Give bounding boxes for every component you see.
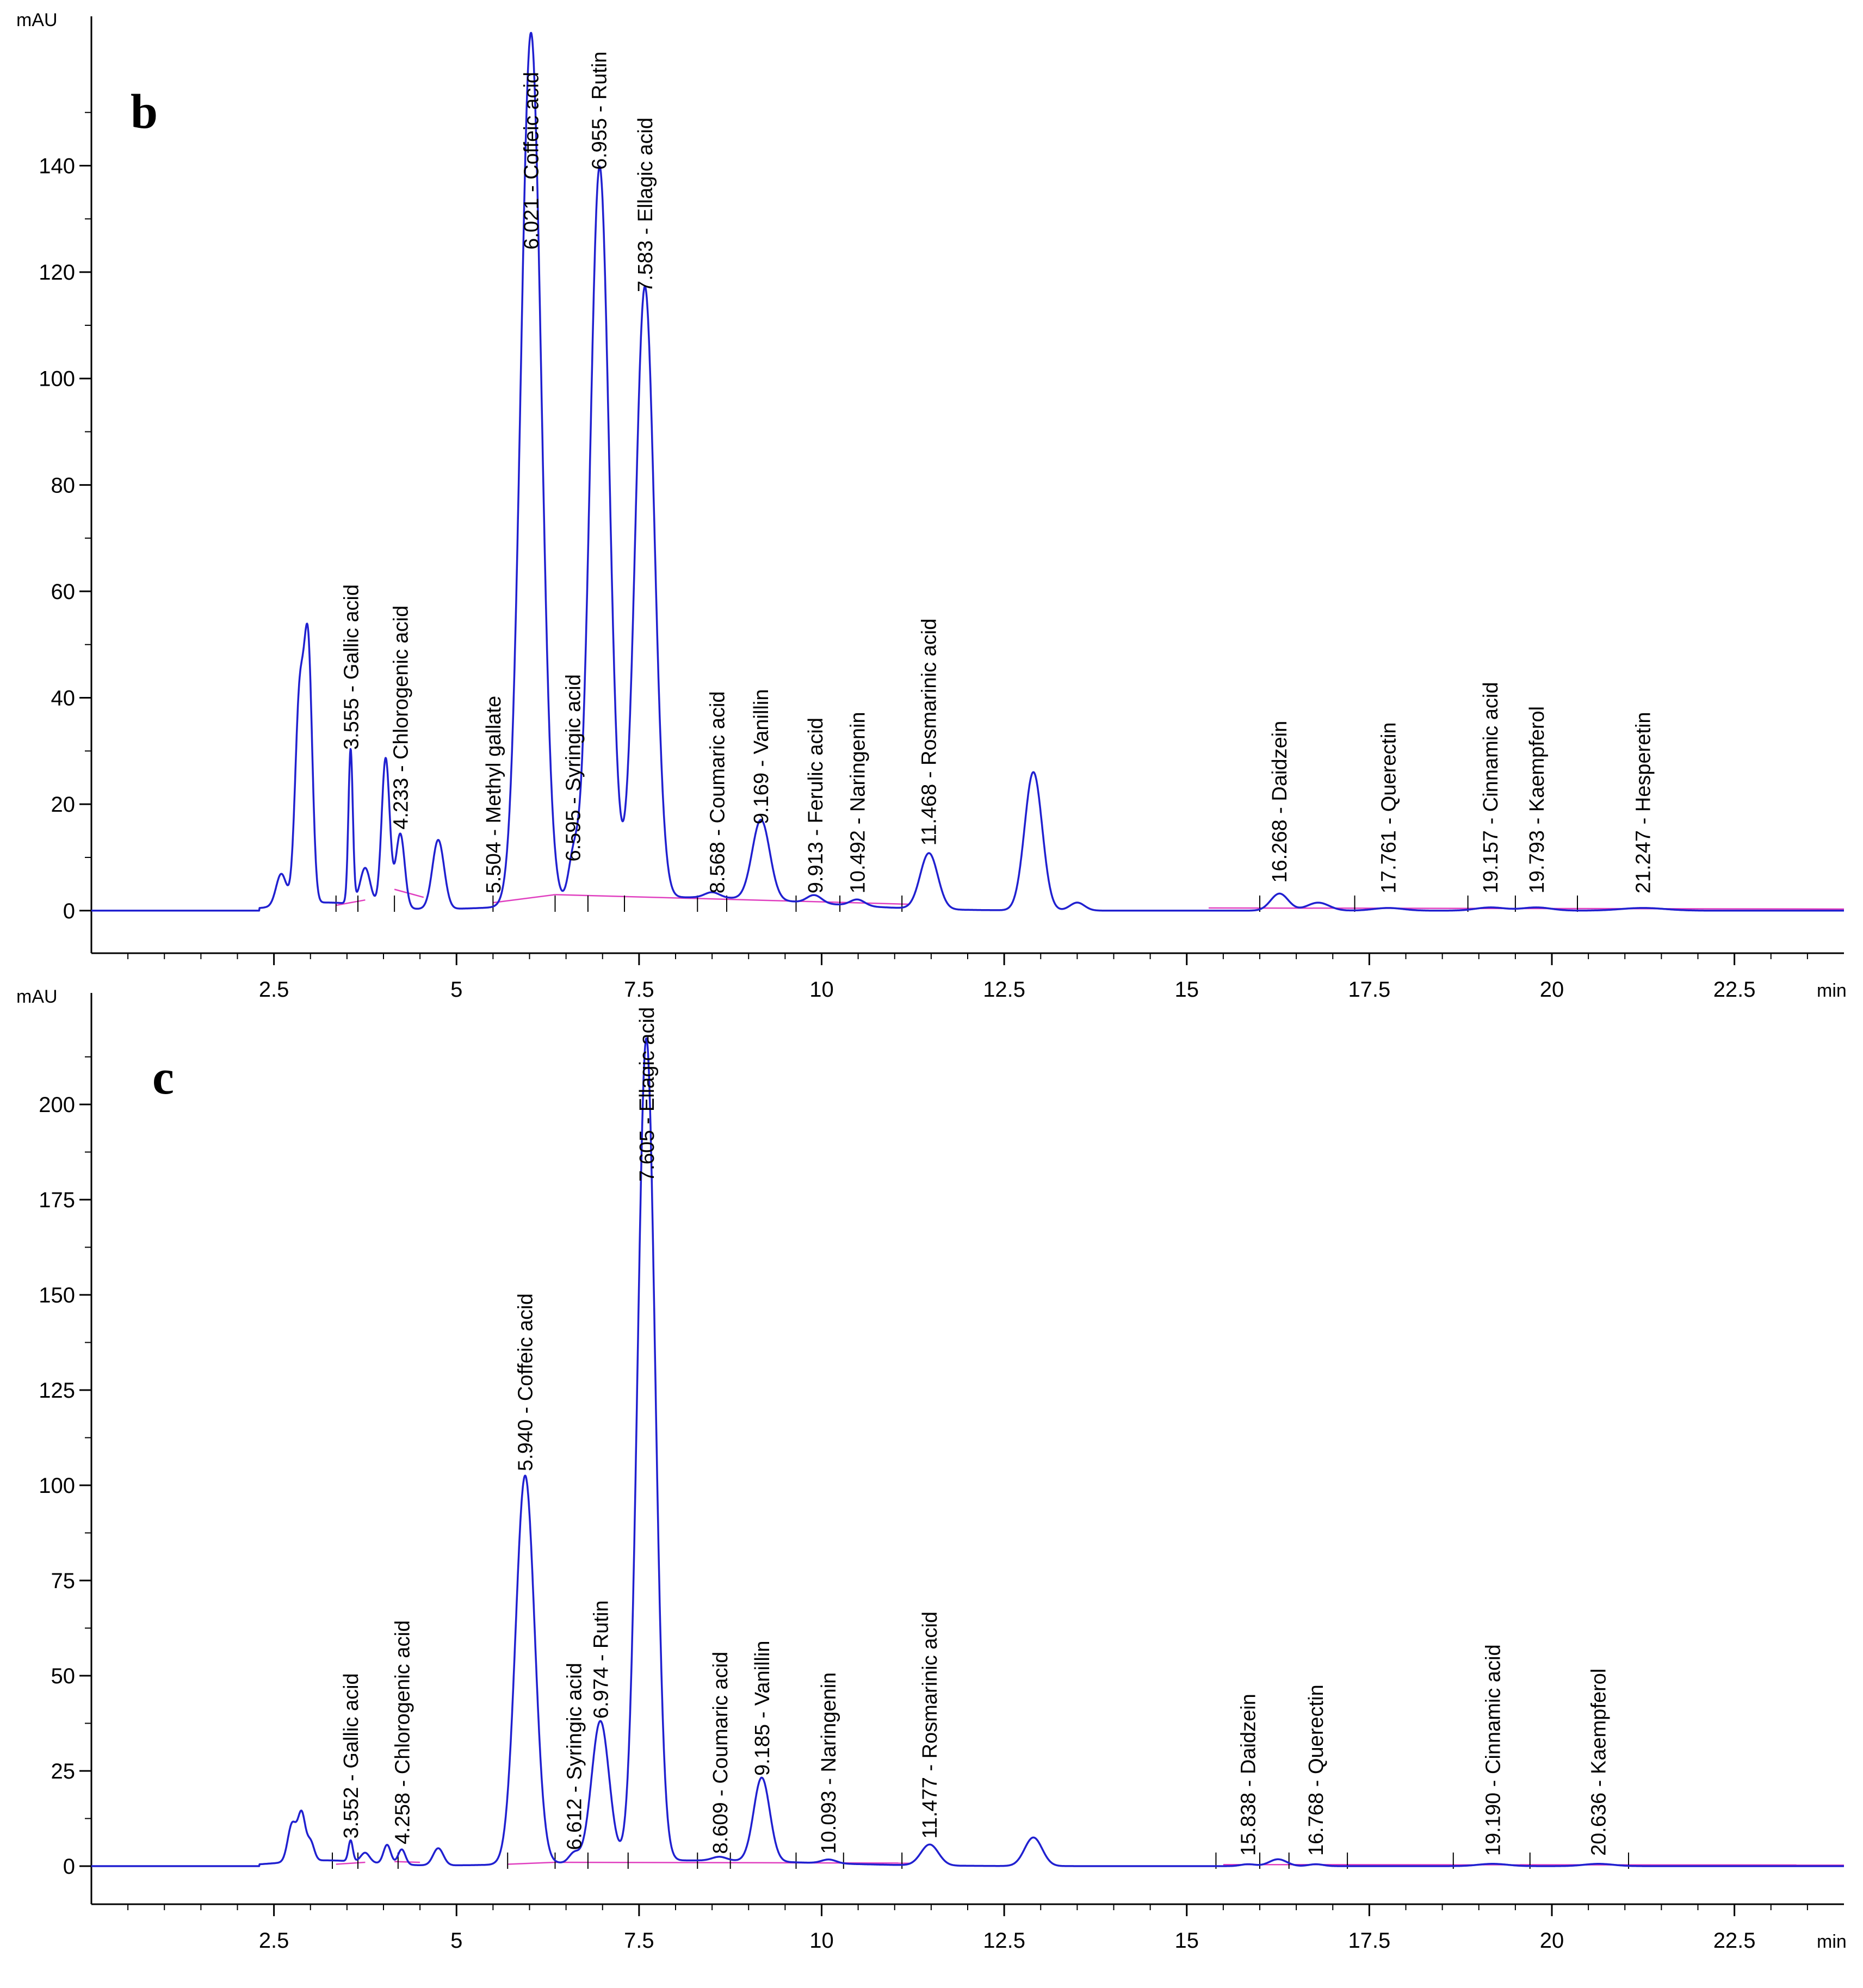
- peak-annotation: 11.477 - Rosmarinic acid: [919, 1612, 942, 1838]
- y-tick-label: 0: [63, 1855, 75, 1879]
- x-tick-label: 10: [809, 1929, 834, 1953]
- peak-annotation: 6.021 - Coffeic acid: [520, 72, 543, 250]
- x-tick-label: 15: [1175, 978, 1199, 1002]
- y-tick-label: 75: [51, 1569, 76, 1593]
- y-tick-label: 50: [51, 1664, 76, 1688]
- peak-annotation: 5.940 - Coffeic acid: [514, 1293, 537, 1471]
- panel-label: b: [131, 85, 158, 139]
- peak-annotation: 11.468 - Rosmarinic acid: [918, 619, 941, 845]
- y-axis-label: mAU: [16, 986, 58, 1007]
- peak-annotation: 6.595 - Syringic acid: [562, 674, 585, 861]
- x-tick-label: 22.5: [1713, 978, 1756, 1002]
- x-axis-label: min: [1817, 1931, 1847, 1952]
- y-tick-label: 100: [39, 367, 75, 391]
- peak-annotation: 16.268 - Daidzein: [1268, 721, 1291, 883]
- x-tick-label: 7.5: [624, 1929, 654, 1953]
- x-tick-label: 15: [1175, 1929, 1199, 1953]
- x-tick-label: 2.5: [259, 978, 289, 1002]
- peak-annotation: 10.492 - Naringenin: [847, 712, 870, 893]
- y-tick-label: 20: [51, 793, 76, 817]
- peak-annotation: 10.093 - Naringenin: [818, 1672, 840, 1854]
- integration-baseline: [493, 894, 555, 904]
- peak-annotation: 9.913 - Ferulic acid: [804, 718, 827, 893]
- integration-baseline: [507, 1861, 555, 1865]
- peak-annotation: 6.612 - Syringic acid: [564, 1663, 586, 1850]
- x-tick-label: 20: [1540, 1929, 1564, 1953]
- peak-annotation: 19.793 - Kaempferol: [1526, 706, 1549, 893]
- peak-annotation: 15.838 - Daidzein: [1237, 1694, 1260, 1856]
- peak-annotation: 9.169 - Vanillin: [750, 689, 773, 825]
- y-tick-label: 200: [39, 1093, 75, 1117]
- peak-annotation: 3.552 - Gallic acid: [340, 1673, 363, 1838]
- peak-annotation: 9.185 - Vanillin: [751, 1640, 774, 1776]
- y-tick-label: 0: [63, 899, 75, 923]
- integration-baseline: [336, 899, 366, 906]
- x-tick-label: 10: [809, 978, 834, 1002]
- x-axis-label: min: [1817, 980, 1847, 1001]
- y-axis-label: mAU: [16, 10, 58, 30]
- peak-annotation: 20.636 - Kaempferol: [1587, 1669, 1610, 1856]
- peak-annotation: 17.761 - Querectin: [1377, 722, 1400, 893]
- y-tick-label: 120: [39, 261, 75, 285]
- peak-annotation: 19.157 - Cinnamic acid: [1480, 682, 1502, 894]
- peak-annotation: 7.583 - Ellagic acid: [634, 118, 657, 292]
- x-tick-label: 5: [450, 978, 462, 1002]
- chromatogram-trace: [91, 32, 1845, 912]
- x-tick-label: 12.5: [983, 1929, 1025, 1953]
- x-tick-label: 2.5: [259, 1929, 289, 1953]
- peak-annotation: 3.555 - Gallic acid: [340, 584, 363, 750]
- y-tick-label: 175: [39, 1188, 75, 1212]
- chromatogram-trace: [91, 1037, 1845, 1867]
- integration-baseline: [336, 1861, 366, 1865]
- x-tick-label: 17.5: [1348, 978, 1390, 1002]
- y-tick-label: 125: [39, 1379, 75, 1403]
- peak-annotation: 6.974 - Rutin: [590, 1600, 612, 1719]
- peak-annotation: 21.247 - Hesperetin: [1632, 712, 1655, 893]
- integration-baseline: [555, 894, 909, 905]
- x-tick-label: 22.5: [1713, 1929, 1756, 1953]
- y-tick-label: 60: [51, 580, 76, 604]
- y-tick-label: 150: [39, 1283, 75, 1307]
- x-tick-label: 5: [450, 1929, 462, 1953]
- y-tick-label: 40: [51, 687, 76, 711]
- peak-annotation: 6.955 - Rutin: [589, 52, 611, 170]
- chart-panel-b: 0 20 40 60 80 100 120 140 2.5 5 7.5 10 12.5 15 17.5 20 2…: [16, 10, 1847, 1002]
- peak-annotation: 8.609 - Coumaric acid: [709, 1652, 732, 1854]
- x-tick-label: 17.5: [1348, 1929, 1390, 1953]
- peak-annotation: 19.190 - Cinnamic acid: [1482, 1644, 1505, 1856]
- peak-annotation: 7.605 - Ellagic acid: [636, 1007, 659, 1182]
- peak-annotation: 8.568 - Coumaric acid: [706, 691, 729, 893]
- x-tick-label: 20: [1540, 978, 1564, 1002]
- integration-baseline: [555, 1861, 909, 1864]
- y-tick-label: 140: [39, 155, 75, 178]
- peak-annotation: 4.233 - Chlorogenic acid: [389, 606, 412, 830]
- peak-annotation: 16.768 - Querectin: [1305, 1684, 1328, 1856]
- panel-label: c: [152, 1051, 174, 1104]
- peak-annotation: 5.504 - Methyl gallate: [482, 696, 505, 893]
- peak-annotation: 4.258 - Chlorogenic acid: [392, 1620, 414, 1844]
- x-tick-label: 12.5: [983, 978, 1025, 1002]
- y-tick-label: 80: [51, 473, 76, 497]
- chart-panel-c: 0 25 50 75 100 125 150 175 200 2.5 5 7.5 10 12.5 15 17.…: [16, 986, 1847, 1953]
- y-tick-label: 100: [39, 1474, 75, 1498]
- x-tick-label: 7.5: [624, 978, 654, 1002]
- y-tick-label: 25: [51, 1759, 76, 1783]
